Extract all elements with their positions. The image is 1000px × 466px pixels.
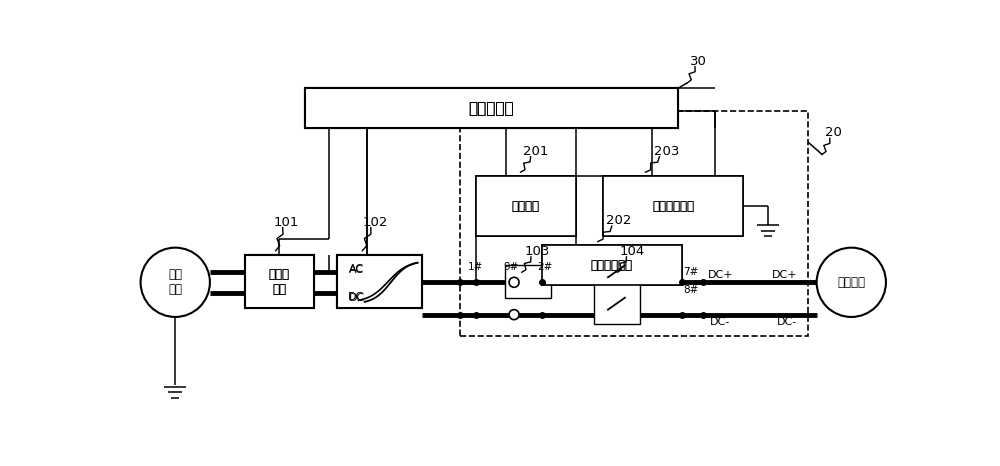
Circle shape (509, 309, 519, 320)
Bar (245, 254, 314, 308)
Text: AC: AC (349, 265, 364, 274)
Text: 粘连检测电路: 粘连检测电路 (591, 259, 633, 272)
Bar (505, 265, 551, 298)
Bar (337, 254, 422, 308)
Circle shape (141, 247, 210, 317)
Bar (476, 176, 576, 236)
Circle shape (817, 247, 886, 317)
Bar (305, 88, 678, 128)
Text: 103: 103 (524, 245, 550, 258)
Text: 102: 102 (362, 216, 388, 229)
Text: DC+: DC+ (772, 270, 797, 280)
Text: 8#: 8# (683, 285, 699, 295)
Text: 电动汽车: 电动汽车 (837, 276, 865, 289)
Text: DC-: DC- (710, 316, 731, 327)
Text: 202: 202 (606, 214, 632, 227)
Text: DC: DC (348, 292, 364, 302)
Bar (594, 270, 640, 324)
Bar (460, 111, 808, 336)
Text: 计量电路: 计量电路 (512, 199, 540, 212)
Text: 7#: 7# (683, 267, 699, 277)
Text: 交流
电网: 交流 电网 (168, 268, 182, 296)
Text: 101: 101 (273, 216, 299, 229)
Text: 绝缘检测电路: 绝缘检测电路 (652, 199, 694, 212)
Bar (337, 254, 422, 308)
Text: 计量电路: 计量电路 (512, 199, 540, 212)
Text: 201: 201 (523, 145, 548, 158)
Bar (603, 176, 743, 236)
Text: 输入侧
开关: 输入侧 开关 (269, 267, 290, 295)
Text: 30: 30 (690, 55, 707, 68)
Circle shape (509, 277, 519, 288)
Text: AC: AC (349, 264, 365, 274)
Text: 1#: 1# (468, 262, 483, 272)
Text: 充电控制器: 充电控制器 (469, 101, 514, 116)
Text: 203: 203 (654, 145, 679, 158)
Text: 绝缘检测电路: 绝缘检测电路 (652, 199, 694, 212)
Bar (542, 245, 682, 285)
Text: 2#: 2# (537, 262, 553, 272)
Text: 104: 104 (620, 245, 645, 258)
Text: 9#: 9# (503, 262, 519, 272)
Bar (542, 245, 682, 285)
Bar (245, 254, 314, 308)
Bar (305, 88, 678, 128)
Text: DC-: DC- (777, 317, 797, 327)
Text: 充电控制器: 充电控制器 (469, 101, 514, 116)
Text: 粘连检测电路: 粘连检测电路 (591, 259, 633, 272)
Text: 输入侧
开关: 输入侧 开关 (269, 267, 290, 295)
Bar (603, 176, 743, 236)
Text: 20: 20 (825, 126, 842, 139)
Bar (476, 176, 576, 236)
Text: DC+: DC+ (708, 270, 733, 281)
Text: DC: DC (349, 293, 365, 303)
